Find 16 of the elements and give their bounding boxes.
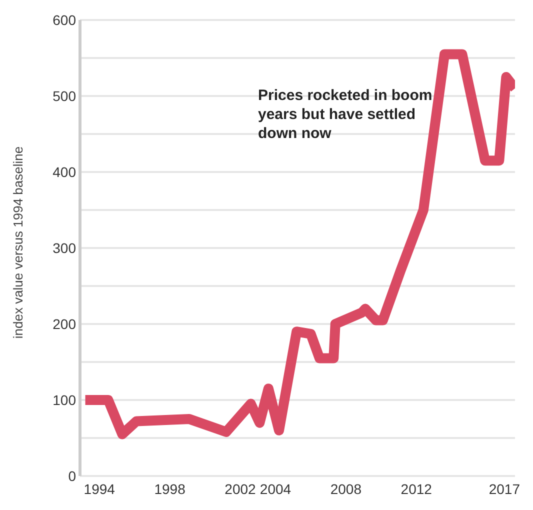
y-tick-label: 200 bbox=[52, 316, 76, 332]
y-tick-label: 500 bbox=[52, 88, 76, 104]
y-tick-label: 600 bbox=[52, 12, 76, 28]
x-tick-label: 2004 bbox=[260, 480, 292, 497]
y-tick-label: 0 bbox=[68, 468, 76, 484]
x-tick-label: 2002 bbox=[224, 480, 256, 497]
y-tick-label: 300 bbox=[52, 240, 76, 256]
x-tick-label: 1998 bbox=[154, 480, 186, 497]
x-tick-label: 1994 bbox=[84, 480, 116, 497]
y-tick-label: 100 bbox=[52, 392, 76, 408]
x-tick-label: 2017 bbox=[488, 480, 520, 497]
x-tick-label: 2008 bbox=[330, 480, 362, 497]
x-tick-label: 2012 bbox=[400, 480, 432, 497]
annotation: Prices rocketed in boom years but have settled down now bbox=[258, 86, 433, 143]
y-axis-title: index value versus 1994 baseline bbox=[10, 146, 26, 338]
y-tick-label: 400 bbox=[52, 164, 76, 180]
